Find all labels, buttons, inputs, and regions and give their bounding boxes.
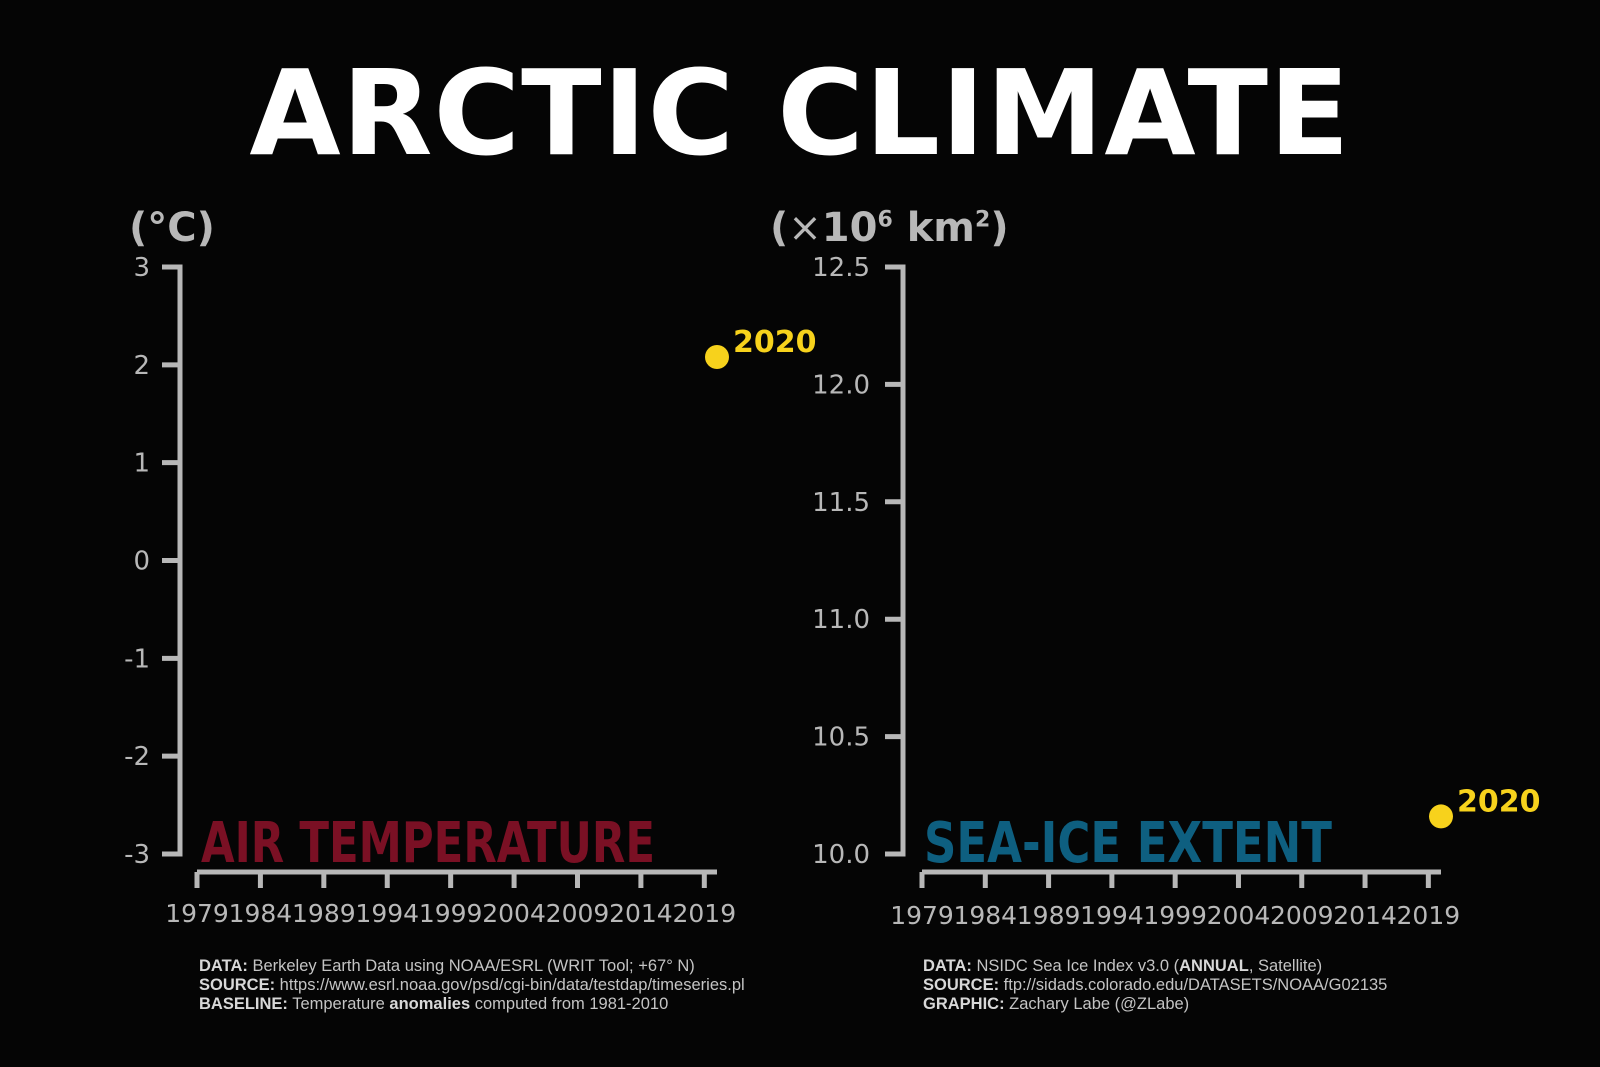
sea-ice-unit-label: (×106 km2) (770, 205, 1009, 251)
footer-source-line: SOURCE: ftp://sidads.colorado.edu/DATASE… (923, 976, 1388, 994)
sea-ice-extent-y-tick-label: 11.0 (812, 605, 870, 635)
air-temperature-x-tick-label: 2009 (546, 899, 610, 928)
air-temperature-x-tick-label: 2014 (609, 899, 673, 928)
air-temperature-y-tick-label: 0 (133, 547, 150, 577)
sea-ice-extent-y-tick-label: 10.0 (812, 840, 870, 870)
sea-ice-extent-point-label: 2020 (1457, 784, 1541, 819)
air-temperature-x-tick-label: 1989 (292, 899, 356, 928)
air-temperature-y-tick-label: 3 (133, 253, 150, 283)
footer-source-line: SOURCE: https://www.esrl.noaa.gov/psd/cg… (199, 976, 745, 994)
air-temperature-unit-label: (°C) (129, 205, 215, 251)
air-temperature-footer: DATA: Berkeley Earth Data using NOAA/ESR… (199, 957, 745, 1014)
sea-ice-footer: DATA: NSIDC Sea Ice Index v3.0 (ANNUAL, … (923, 957, 1387, 1014)
sea-ice-extent-x-tick-label: 1979 (890, 901, 954, 930)
sea-ice-extent-x-tick-label: 1999 (1143, 901, 1207, 930)
sea-ice-extent-x-tick-label: 1994 (1080, 901, 1144, 930)
air-temperature-y-tick-label: -1 (124, 644, 150, 674)
air-temperature-y-tick-label: 1 (133, 449, 150, 479)
footer-graphic-line: GRAPHIC: Zachary Labe (@ZLabe) (923, 995, 1190, 1013)
air-temperature-x-tick-label: 1984 (229, 899, 293, 928)
air-temperature-y-tick-label: -2 (124, 742, 150, 772)
sea-ice-extent-x-tick-label: 1984 (953, 901, 1017, 930)
air-temperature-x-tick-label: 2019 (673, 899, 737, 928)
page-title: ARCTIC CLIMATE (249, 44, 1351, 182)
sea-ice-extent-y-tick-label: 12.5 (812, 253, 870, 283)
air-temperature-x-tick-label: 1994 (355, 899, 419, 928)
air-temperature-y-tick-label: -3 (124, 840, 150, 870)
sea-ice-extent-y-tick-label: 11.5 (812, 488, 870, 518)
footer-data-line: DATA: NSIDC Sea Ice Index v3.0 (ANNUAL, … (923, 957, 1323, 975)
air-temperature-panel-label: AIR TEMPERATURE (201, 811, 655, 876)
footer-data-line: DATA: Berkeley Earth Data using NOAA/ESR… (199, 957, 695, 975)
sea-ice-extent-x-tick-label: 2019 (1397, 901, 1461, 930)
sea-ice-extent-x-tick-label: 2004 (1207, 901, 1271, 930)
sea-ice-extent-y-tick-label: 12.0 (812, 370, 870, 400)
footer-baseline-line: BASELINE: Temperature anomalies computed… (199, 995, 669, 1013)
sea-ice-extent-y-tick-label: 10.5 (812, 723, 870, 753)
sea-ice-extent-x-tick-label: 2009 (1270, 901, 1334, 930)
sea-ice-extent-panel-label: SEA-ICE EXTENT (924, 811, 1332, 876)
sea-ice-extent-x-tick-label: 1989 (1017, 901, 1081, 930)
air-temperature-x-tick-label: 1999 (419, 899, 483, 928)
air-temperature-x-tick-label: 2004 (482, 899, 546, 928)
air-temperature-point-label: 2020 (733, 325, 817, 360)
air-temperature-x-tick-label: 1979 (165, 899, 229, 928)
air-temperature-point (705, 345, 729, 370)
sea-ice-extent-point (1429, 804, 1453, 829)
air-temperature-y-tick-label: 2 (133, 351, 150, 381)
sea-ice-extent-x-tick-label: 2014 (1333, 901, 1397, 930)
